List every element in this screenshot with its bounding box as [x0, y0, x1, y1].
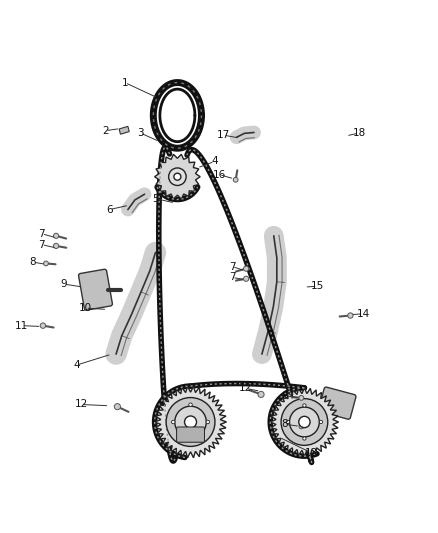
Text: 7: 7 — [229, 262, 236, 271]
Circle shape — [174, 173, 181, 180]
Circle shape — [258, 391, 264, 398]
Text: 2: 2 — [102, 126, 109, 136]
Circle shape — [53, 243, 59, 248]
Text: 8: 8 — [281, 419, 288, 429]
Text: 4: 4 — [211, 156, 218, 166]
Text: 11: 11 — [15, 321, 28, 330]
Polygon shape — [155, 154, 200, 199]
Circle shape — [189, 438, 192, 441]
Polygon shape — [155, 386, 226, 458]
Text: 5: 5 — [152, 193, 159, 204]
Circle shape — [169, 168, 186, 185]
Circle shape — [286, 421, 290, 424]
Text: 7: 7 — [38, 229, 45, 239]
Text: 7: 7 — [38, 240, 45, 249]
Circle shape — [303, 404, 306, 407]
Circle shape — [184, 416, 197, 428]
Text: 18: 18 — [353, 128, 366, 138]
Text: 4: 4 — [73, 360, 80, 370]
Circle shape — [299, 395, 304, 400]
Text: 3: 3 — [137, 128, 144, 138]
Circle shape — [281, 399, 328, 446]
Circle shape — [319, 421, 322, 424]
Text: 6: 6 — [106, 205, 113, 215]
Circle shape — [299, 424, 304, 429]
Text: 12: 12 — [239, 383, 252, 393]
Circle shape — [175, 406, 206, 438]
FancyBboxPatch shape — [78, 269, 113, 310]
Circle shape — [53, 233, 59, 238]
Circle shape — [44, 261, 48, 266]
Circle shape — [233, 177, 238, 182]
Text: 7: 7 — [229, 272, 236, 282]
Circle shape — [299, 416, 310, 427]
FancyBboxPatch shape — [318, 387, 356, 419]
Circle shape — [40, 323, 46, 328]
Circle shape — [290, 407, 319, 437]
Polygon shape — [119, 126, 129, 134]
Circle shape — [244, 276, 249, 281]
Circle shape — [348, 313, 353, 318]
Text: 9: 9 — [60, 279, 67, 289]
Circle shape — [303, 437, 306, 440]
Text: 8: 8 — [281, 391, 288, 401]
Text: 15: 15 — [311, 281, 324, 291]
Circle shape — [114, 403, 120, 410]
Text: 14: 14 — [357, 309, 370, 319]
FancyBboxPatch shape — [177, 427, 205, 442]
Circle shape — [244, 266, 249, 271]
Text: 13: 13 — [304, 448, 318, 458]
Text: 16: 16 — [212, 169, 226, 180]
Text: 17: 17 — [217, 130, 230, 140]
Text: 1: 1 — [121, 77, 128, 87]
Circle shape — [189, 403, 192, 407]
Circle shape — [172, 420, 175, 424]
Text: 12: 12 — [74, 399, 88, 409]
Text: 10: 10 — [79, 303, 92, 313]
Text: 8: 8 — [29, 257, 36, 267]
Circle shape — [166, 398, 215, 447]
Polygon shape — [270, 388, 339, 456]
Circle shape — [206, 420, 209, 424]
